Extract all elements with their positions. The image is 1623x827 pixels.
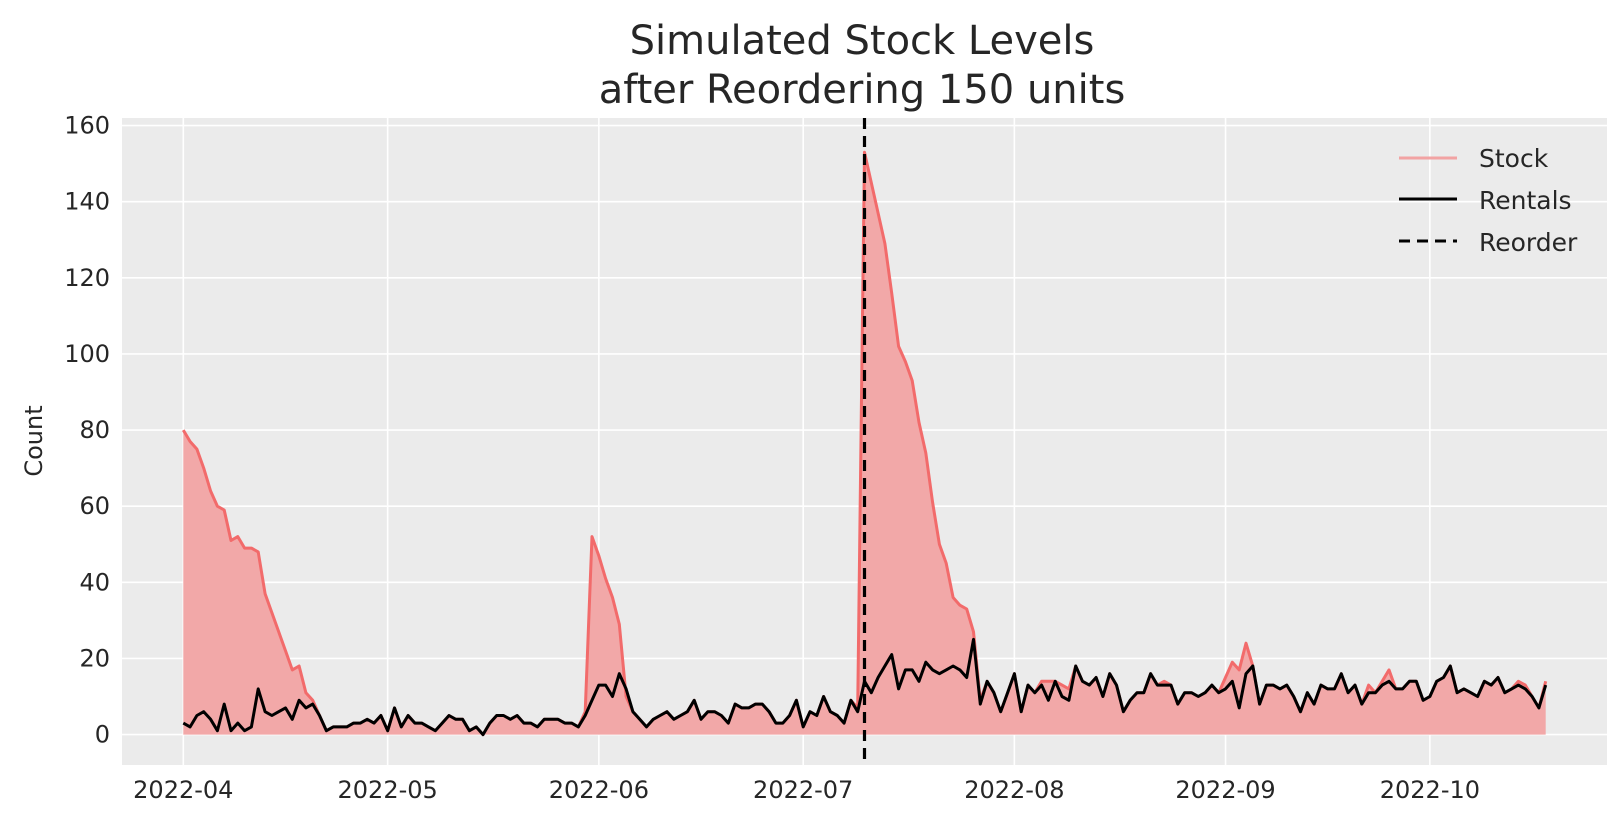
x-axis-ticks: 2022-04 2022-05 2022-06 2022-07 2022-08 2022-… [133,776,1480,804]
y-tick-label: 40 [79,568,110,596]
x-tick-label: 2022-05 [338,776,438,804]
y-tick-label: 100 [64,340,110,368]
y-tick-label: 60 [79,492,110,520]
chart-title-line-1: Simulated Stock Levels [630,18,1095,64]
x-tick-label: 2022-08 [964,776,1064,804]
y-tick-label: 140 [64,188,110,216]
y-tick-label: 0 [95,721,110,749]
chart-title-line-2: after Reordering 150 units [599,67,1126,113]
legend-label-stock: Stock [1479,144,1549,173]
series-layer [182,118,1548,765]
x-tick-label: 2022-09 [1175,776,1275,804]
legend-label-rentals: Rentals [1479,186,1572,215]
y-tick-label: 160 [64,112,110,140]
y-axis-ticks: 0 20 40 60 80 100 120 140 160 [64,112,110,749]
x-tick-label: 2022-06 [549,776,649,804]
y-tick-label: 20 [79,644,110,672]
x-tick-label: 2022-04 [133,776,233,804]
x-tick-label: 2022-10 [1380,776,1480,804]
y-tick-label: 80 [79,416,110,444]
x-tick-label: 2022-07 [753,776,853,804]
legend-label-reorder: Reorder [1479,228,1578,257]
y-axis-label: Count [20,405,48,476]
chart-legend: Stock Rentals Reorder [1399,144,1578,257]
y-tick-label: 120 [64,264,110,292]
